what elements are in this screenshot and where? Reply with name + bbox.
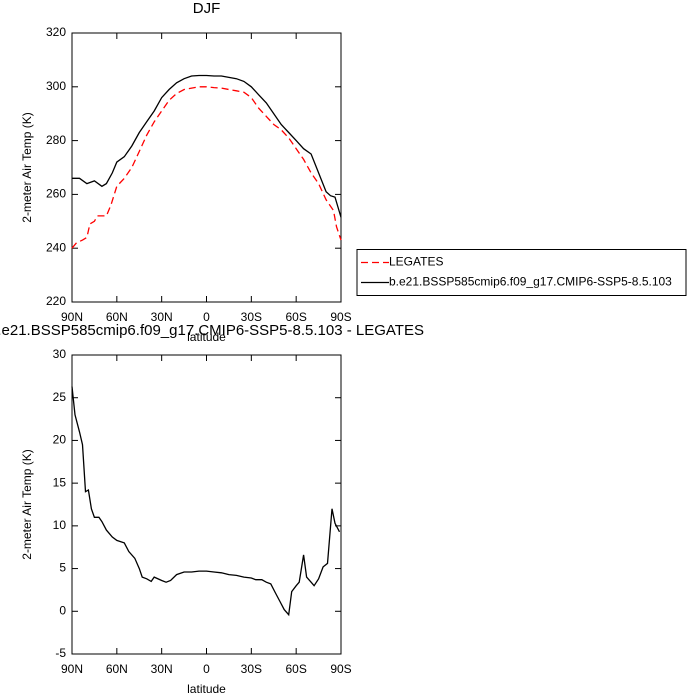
plot-frame (71, 354, 342, 655)
y-tick-label: 10 (53, 518, 67, 532)
y-tick-label: 300 (46, 79, 66, 93)
x-tick-label: 60N (106, 310, 128, 324)
data-line (71, 86, 342, 249)
y-tick-label: 280 (46, 133, 66, 147)
y-tick-label: 25 (53, 390, 67, 404)
legend-box (356, 249, 687, 296)
x-tick-label: 0 (203, 310, 210, 324)
x-tick-label: 90S (330, 662, 351, 676)
x-tick-label: 30S (241, 310, 262, 324)
x-tick-label: 60N (106, 662, 128, 676)
data-line (71, 386, 341, 617)
x-tick-label: 30N (151, 662, 173, 676)
y-axis-label: 2-meter Air Temp (K) (20, 112, 34, 222)
x-tick-label: 60S (285, 310, 306, 324)
y-tick-label: 20 (53, 433, 67, 447)
y-tick-label: -5 (55, 646, 66, 660)
x-tick-label: 30S (241, 662, 262, 676)
y-axis-label: 2-meter Air Temp (K) (20, 449, 34, 559)
legend-label: LEGATES (389, 255, 443, 269)
chart-title: DJF (193, 0, 221, 17)
y-tick-label: 320 (46, 25, 66, 39)
data-line (72, 74, 342, 218)
y-tick-label: 220 (46, 294, 66, 308)
y-tick-label: 0 (59, 603, 66, 617)
chart-title: b.e21.BSSP585cmip6.f09_g17.CMIP6-SSP5-8.… (0, 322, 424, 339)
x-tick-label: 0 (203, 662, 210, 676)
x-axis-label: latitude (187, 682, 226, 696)
y-tick-label: 15 (53, 475, 67, 489)
x-axis-label: latitude (187, 330, 226, 344)
x-tick-label: 30N (151, 310, 173, 324)
y-tick-label: 30 (53, 347, 67, 361)
x-tick-label: 90N (61, 662, 83, 676)
plot-frame (71, 32, 342, 303)
x-tick-label: 90N (61, 310, 83, 324)
y-tick-label: 260 (46, 187, 66, 201)
legend-label: b.e21.BSSP585cmip6.f09_g17.CMIP6-SSP5-8.… (389, 275, 672, 289)
y-tick-label: 5 (59, 561, 66, 575)
x-tick-label: 60S (285, 662, 306, 676)
x-tick-label: 90S (330, 310, 351, 324)
y-tick-label: 240 (46, 240, 66, 254)
